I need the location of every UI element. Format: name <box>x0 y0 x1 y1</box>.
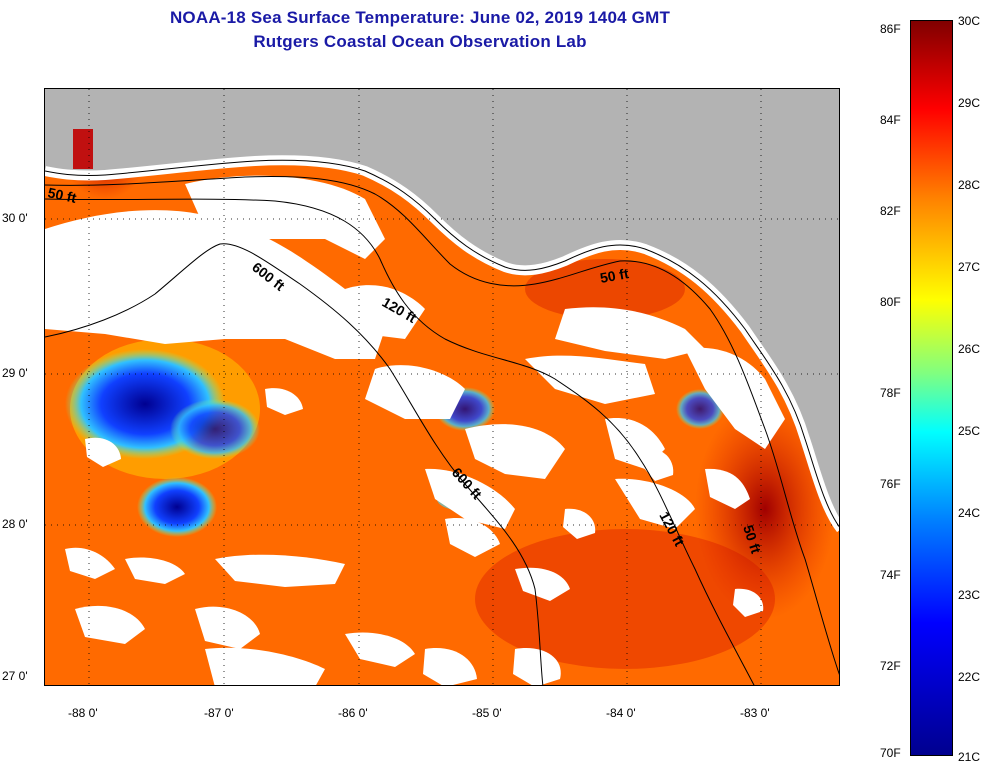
graticule <box>45 89 839 685</box>
cool-pool-south <box>137 477 217 537</box>
colorbar-celsius-label: 21C <box>958 750 981 764</box>
colorbar-celsius-label: 25C <box>958 424 981 438</box>
colorbar-celsius-label: 30C <box>958 14 981 28</box>
sst-map-graphic: 50 ft 600 ft 120 ft 50 ft 600 ft 120 ft … <box>45 89 839 685</box>
inlet-hot <box>73 129 93 169</box>
warm-patch <box>475 529 775 669</box>
colorbar-celsius-label: 27C <box>958 260 981 274</box>
map-subtitle: Rutgers Coastal Ocean Observation Lab <box>253 32 587 51</box>
hot-patch-east <box>695 399 835 619</box>
land-mass <box>45 89 839 527</box>
latitude-label: 29 0' <box>2 366 28 380</box>
contour-label: 50 ft <box>599 265 630 286</box>
colorbar-celsius-label: 22C <box>958 670 981 684</box>
longitude-label: -87 0' <box>204 706 234 720</box>
colorbar-fahrenheit-label: 72F <box>880 659 901 673</box>
latitude-label: 30 0' <box>2 211 28 225</box>
latitude-label: 28 0' <box>2 517 28 531</box>
longitude-label: -85 0' <box>472 706 502 720</box>
warm-patch-north <box>525 259 685 319</box>
coastline <box>45 159 839 528</box>
colorbar-celsius-label: 26C <box>958 342 981 356</box>
cool-pool-east <box>676 389 724 429</box>
colorbar-fahrenheit-label: 82F <box>880 204 901 218</box>
colorbar-fahrenheit-label: 74F <box>880 568 901 582</box>
colorbar-fahrenheit-label: 80F <box>880 295 901 309</box>
bathymetry-contours <box>45 176 839 685</box>
colorbar-celsius-label: 28C <box>958 178 981 192</box>
colorbar-fahrenheit-label: 78F <box>880 386 901 400</box>
colorbar-celsius-label: 29C <box>958 96 981 110</box>
cool-pool-west-2 <box>170 399 260 459</box>
colorbar-fahrenheit-label: 86F <box>880 22 901 36</box>
colorbar-fahrenheit-label: 84F <box>880 113 901 127</box>
map-title: NOAA-18 Sea Surface Temperature: June 02… <box>169 8 671 27</box>
temperature-colorbar <box>910 20 953 756</box>
longitude-label: -88 0' <box>68 706 98 720</box>
colorbar-fahrenheit-label: 76F <box>880 477 901 491</box>
longitude-label: -86 0' <box>338 706 368 720</box>
latitude-label: 27 0' <box>2 669 28 683</box>
contour-label: 50 ft <box>46 184 78 206</box>
sst-map: 50 ft 600 ft 120 ft 50 ft 600 ft 120 ft … <box>44 88 840 686</box>
colorbar-fahrenheit-label: 70F <box>880 746 901 760</box>
cloud-cover <box>45 175 785 685</box>
longitude-label: -84 0' <box>606 706 636 720</box>
colorbar-celsius-label: 24C <box>958 506 981 520</box>
colorbar-celsius-label: 23C <box>958 588 981 602</box>
longitude-label: -83 0' <box>740 706 770 720</box>
